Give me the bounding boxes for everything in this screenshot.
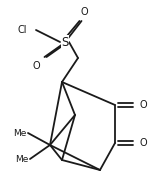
- Text: O: O: [80, 7, 88, 17]
- Text: O: O: [140, 138, 148, 148]
- Text: O: O: [32, 61, 40, 71]
- Text: O: O: [140, 100, 148, 110]
- Text: Cl: Cl: [17, 25, 27, 35]
- Text: Me: Me: [15, 155, 28, 164]
- Text: Me: Me: [13, 128, 26, 137]
- Text: S: S: [61, 36, 69, 49]
